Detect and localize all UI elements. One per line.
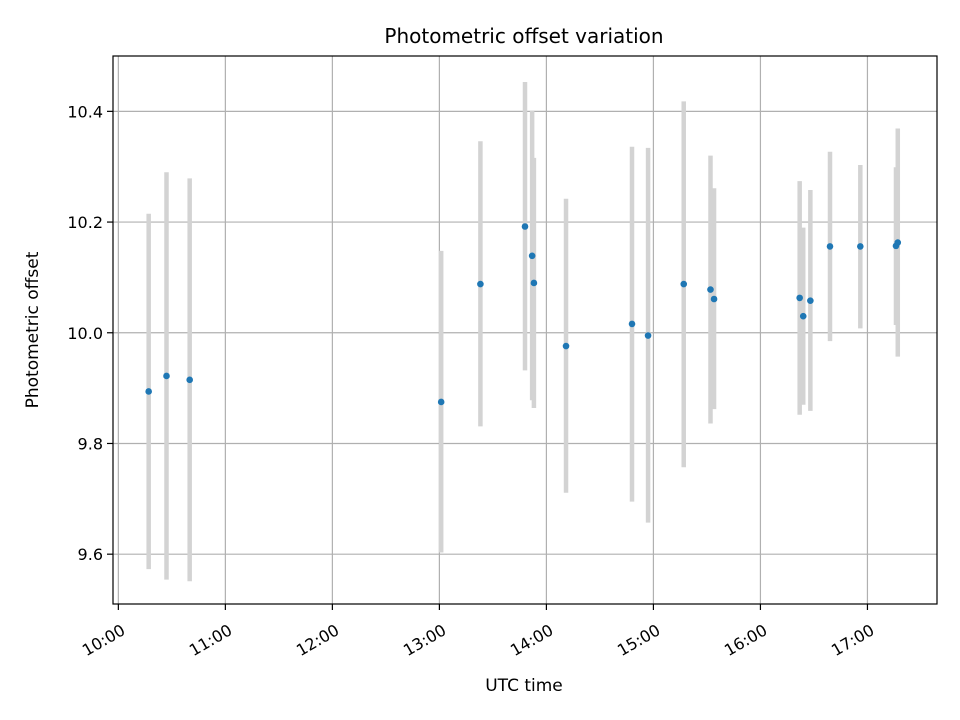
data-point [628, 320, 636, 328]
chart-title: Photometric offset variation [384, 24, 663, 48]
y-axis-ticks: 9.6 9.8 10.0 10.2 10.4 [67, 102, 113, 564]
data-point [644, 332, 652, 339]
y-tick-label: 9.6 [78, 545, 103, 564]
y-tick-label: 10.4 [67, 102, 103, 121]
data-point [807, 297, 814, 304]
data-point [799, 312, 807, 320]
data-point [710, 295, 718, 303]
data-point [530, 279, 538, 287]
data-point [857, 243, 864, 250]
data-point [186, 376, 193, 384]
data-point [163, 372, 170, 380]
y-axis-label: Photometric offset [23, 251, 43, 408]
data-point [562, 342, 570, 350]
y-tick-label: 9.8 [78, 434, 103, 453]
y-tick-label: 10.0 [67, 324, 103, 343]
x-axis-label: UTC time [485, 676, 563, 696]
data-point [145, 388, 152, 395]
data-point [437, 398, 445, 406]
data-points [145, 223, 902, 406]
y-tick-label: 10.2 [67, 213, 103, 232]
data-point [707, 286, 714, 293]
data-point [477, 280, 484, 288]
plot-frame [112, 55, 938, 605]
data-point [528, 252, 536, 260]
data-point [680, 280, 688, 288]
data-point [826, 243, 834, 250]
data-point [521, 223, 529, 230]
data-point [796, 294, 803, 302]
data-point [894, 239, 902, 246]
